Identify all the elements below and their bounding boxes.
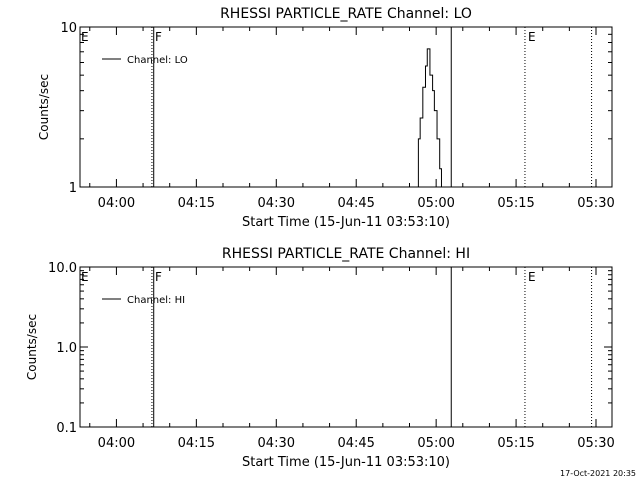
timestamp: 17-Oct-2021 20:35 <box>560 469 636 478</box>
y-tick-label: 10.0 <box>48 261 77 276</box>
event-marker-label: F <box>155 270 162 284</box>
plot-frame <box>79 26 613 188</box>
x-tick-label: 04:15 <box>178 436 215 451</box>
plot-frame <box>79 266 613 428</box>
y-axis-label: Counts/sec <box>37 74 51 140</box>
x-tick-label: 04:45 <box>337 196 374 211</box>
legend-label: Channel: LO <box>127 55 188 66</box>
x-tick-label: 05:00 <box>417 436 454 451</box>
x-tick-label: 04:00 <box>98 196 135 211</box>
y-tick-label: 1.0 <box>56 341 77 356</box>
edge-marker-label: E <box>81 30 89 44</box>
legend-label: Channel: HI <box>127 295 185 306</box>
x-tick-label: 05:15 <box>497 196 534 211</box>
x-tick-label: 04:30 <box>258 196 295 211</box>
event-marker-label: E <box>528 270 536 284</box>
event-marker-label: F <box>155 30 162 44</box>
x-tick-label: 05:30 <box>577 436 614 451</box>
y-tick-label: 1 <box>69 181 77 196</box>
chart-title: RHESSI PARTICLE_RATE Channel: HI <box>222 246 470 262</box>
x-axis-label: Start Time (15-Jun-11 03:53:10) <box>242 455 450 470</box>
y-tick-label: 0.1 <box>56 421 77 436</box>
x-tick-label: 05:15 <box>497 436 534 451</box>
y-tick-label: 10 <box>60 21 77 36</box>
x-tick-label: 05:00 <box>417 196 454 211</box>
event-marker-label: E <box>528 30 536 44</box>
series-line <box>414 48 442 188</box>
x-tick-label: 05:30 <box>577 196 614 211</box>
x-axis-label: Start Time (15-Jun-11 03:53:10) <box>242 215 450 230</box>
y-axis-label: Counts/sec <box>25 314 39 380</box>
chart-title: RHESSI PARTICLE_RATE Channel: LO <box>220 6 472 22</box>
x-tick-label: 04:45 <box>337 436 374 451</box>
edge-marker-label: E <box>81 270 89 284</box>
x-tick-label: 04:00 <box>98 436 135 451</box>
x-tick-label: 04:15 <box>178 196 215 211</box>
x-tick-label: 04:30 <box>258 436 295 451</box>
